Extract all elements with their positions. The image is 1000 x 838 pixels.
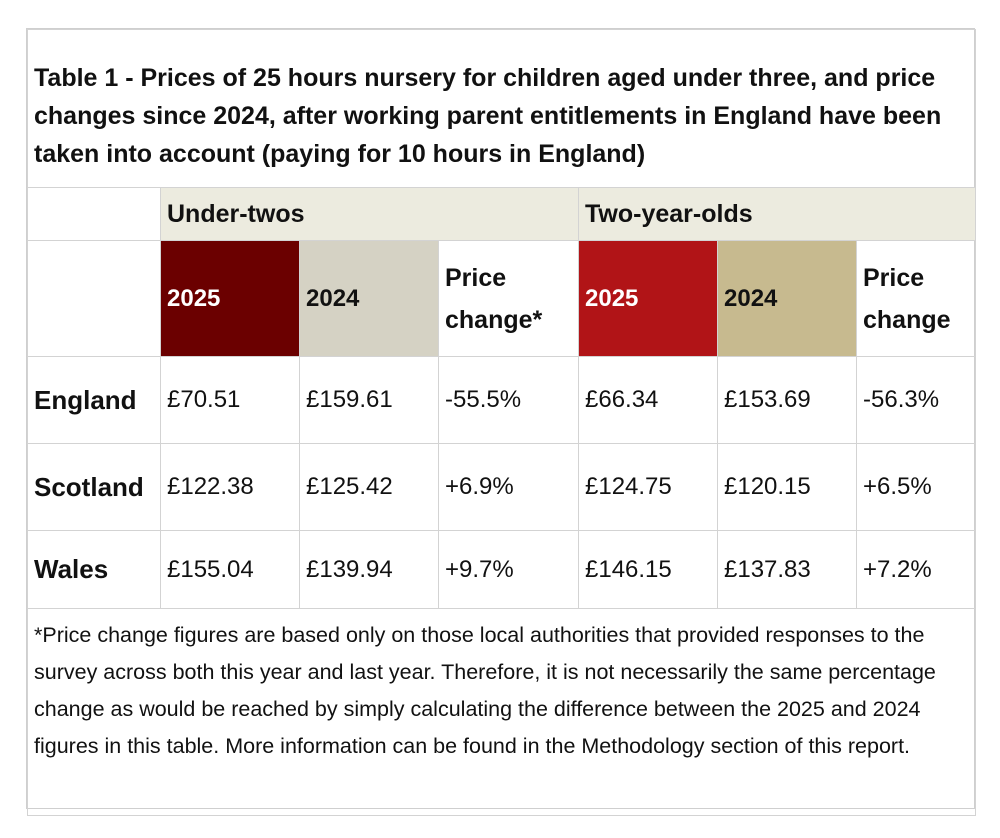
under-twos-price-change-value: +6.9% — [438, 443, 579, 531]
under-twos-2025-header: 2025 — [160, 240, 300, 357]
under-twos-2024-header: 2024 — [299, 240, 439, 357]
country-label: England — [27, 356, 161, 444]
group-header-row: Under-twos Two-year-olds — [27, 187, 977, 241]
year-header-row: 2025 2024 Price change* 2025 2024 Price … — [27, 240, 977, 357]
two-year-olds-2025-header: 2025 — [578, 240, 718, 357]
two-year-olds-price-change-header: Price change — [855, 240, 977, 357]
price-table: Table 1 - Prices of 25 hours nursery for… — [26, 29, 977, 816]
under-twos-2024-value: £159.61 — [299, 356, 439, 444]
country-label: Scotland — [27, 443, 161, 531]
table-row: England £70.51 £159.61 -55.5% £66.34 £15… — [27, 356, 977, 444]
two-year-olds-price-change-value: -56.3% — [855, 356, 977, 444]
two-year-olds-2025-value: £146.15 — [578, 530, 718, 609]
under-twos-2025-value: £155.04 — [160, 530, 300, 609]
table-row: Wales £155.04 £139.94 +9.7% £146.15 £137… — [27, 530, 977, 609]
under-twos-price-change-value: +9.7% — [438, 530, 579, 609]
two-year-olds-price-change-value: +6.5% — [855, 443, 977, 531]
two-year-olds-2024-value: £120.15 — [717, 443, 857, 531]
two-year-olds-2024-value: £137.83 — [717, 530, 857, 609]
two-year-olds-2024-header: 2024 — [717, 240, 857, 357]
under-twos-price-change-header: Price change* — [438, 240, 579, 357]
table-footnote: *Price change figures are based only on … — [26, 608, 977, 816]
table-row: Scotland £122.38 £125.42 +6.9% £124.75 £… — [27, 443, 977, 531]
under-twos-2024-value: £139.94 — [299, 530, 439, 609]
group-header-two-year-olds: Two-year-olds — [577, 187, 977, 241]
group-header-under-twos: Under-twos — [160, 187, 579, 241]
under-twos-price-change-value: -55.5% — [438, 356, 579, 444]
two-year-olds-2025-value: £124.75 — [578, 443, 718, 531]
under-twos-2024-value: £125.42 — [299, 443, 439, 531]
table-title: Table 1 - Prices of 25 hours nursery for… — [26, 29, 977, 188]
empty-corner-cell — [27, 240, 161, 357]
two-year-olds-2024-value: £153.69 — [717, 356, 857, 444]
country-label: Wales — [27, 530, 161, 609]
empty-corner-cell — [27, 187, 161, 241]
under-twos-2025-value: £122.38 — [160, 443, 300, 531]
table-container: Table 1 - Prices of 25 hours nursery for… — [26, 28, 977, 816]
under-twos-2025-value: £70.51 — [160, 356, 300, 444]
two-year-olds-price-change-value: +7.2% — [855, 530, 977, 609]
two-year-olds-2025-value: £66.34 — [578, 356, 718, 444]
